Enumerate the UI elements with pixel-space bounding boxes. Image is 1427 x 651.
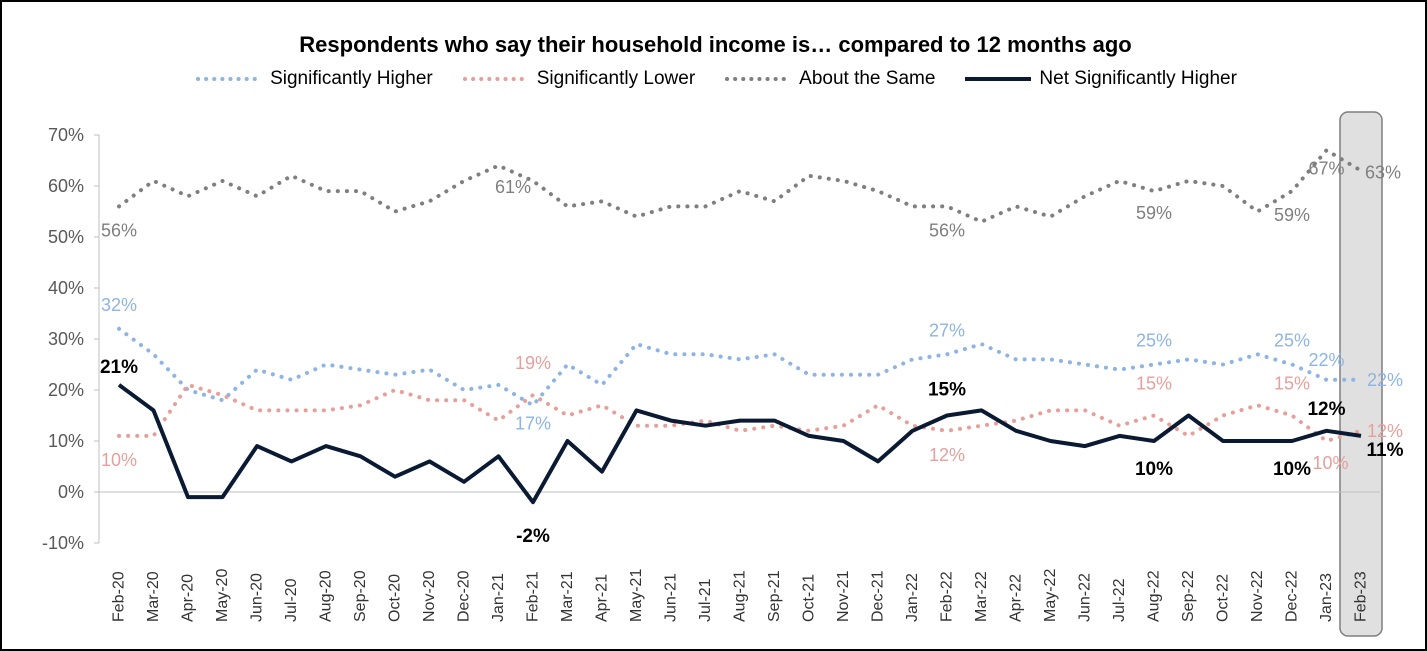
data-label: 22% (1308, 350, 1344, 370)
x-tick-label: Feb-20 (111, 571, 128, 622)
data-label: 56% (929, 220, 965, 240)
series-line-net-significantly-higher (119, 385, 1361, 502)
x-tick-label: Oct-22 (1215, 574, 1232, 622)
x-tick-label: Oct-21 (801, 574, 818, 622)
x-tick-label: Jun-22 (1077, 573, 1094, 622)
data-label: 15% (1136, 374, 1172, 394)
x-tick-label: Mar-20 (145, 571, 162, 622)
y-tick-label: 60% (48, 176, 84, 196)
data-label: 10% (1273, 459, 1311, 480)
data-label: 63% (1365, 163, 1401, 183)
data-label: 15% (928, 380, 966, 401)
x-tick-label: Dec-20 (456, 570, 473, 622)
y-tick-label: 0% (58, 482, 84, 502)
x-tick-label: Feb-22 (939, 571, 956, 622)
y-tick-label: 10% (48, 431, 84, 451)
data-label: 61% (495, 177, 531, 197)
x-tick-label: Apr-20 (180, 574, 197, 622)
x-tick-label: Mar-22 (973, 571, 990, 622)
y-tick-label: -10% (42, 533, 84, 553)
data-label: 15% (1274, 374, 1310, 394)
x-tick-label: Aug-22 (1146, 570, 1163, 622)
data-label: -2% (516, 526, 550, 547)
x-tick-label: Aug-21 (732, 570, 749, 622)
y-tick-label: 20% (48, 380, 84, 400)
x-tick-label: Aug-20 (318, 570, 335, 622)
x-tick-label: Apr-22 (1008, 574, 1025, 622)
data-label: 17% (515, 413, 551, 433)
data-label: 10% (1135, 459, 1173, 480)
x-tick-label: Jul-22 (1111, 578, 1128, 622)
x-tick-label: Dec-22 (1284, 570, 1301, 622)
data-label: 32% (101, 295, 137, 315)
x-tick-label: Jan-23 (1318, 573, 1335, 622)
x-tick-label: Sep-20 (352, 570, 369, 622)
series-line-significantly-lower (119, 385, 1361, 441)
series-line-about-the-same (119, 150, 1361, 221)
x-tick-label: Dec-21 (870, 570, 887, 622)
data-label: 21% (100, 357, 138, 378)
x-tick-label: Feb-23 (1353, 571, 1370, 622)
x-tick-label: May-21 (628, 569, 645, 622)
series-line-significantly-higher (119, 329, 1361, 406)
y-tick-label: 40% (48, 278, 84, 298)
x-tick-label: Mar-21 (559, 571, 576, 622)
data-label: 25% (1136, 331, 1172, 351)
x-tick-label: Nov-21 (835, 570, 852, 622)
data-label: 56% (101, 220, 137, 240)
x-tick-label: Apr-21 (594, 574, 611, 622)
y-tick-label: 50% (48, 227, 84, 247)
data-label: 10% (1312, 453, 1348, 473)
data-label: 59% (1136, 203, 1172, 223)
data-label: 11% (1367, 440, 1404, 461)
data-label: 67% (1308, 158, 1344, 178)
x-tick-label: Jul-21 (697, 578, 714, 622)
x-tick-label: Jun-20 (249, 573, 266, 622)
x-tick-label: Sep-22 (1180, 570, 1197, 622)
x-tick-label: Jul-20 (283, 578, 300, 622)
x-tick-label: Oct-20 (387, 574, 404, 622)
x-tick-label: Jan-22 (904, 573, 921, 622)
x-tick-label: Jun-21 (663, 573, 680, 622)
x-tick-label: Feb-21 (525, 571, 542, 622)
y-tick-label: 70% (48, 125, 84, 145)
data-label: 12% (1307, 399, 1345, 420)
data-label: 25% (1274, 331, 1310, 351)
x-tick-label: May-22 (1042, 569, 1059, 622)
x-tick-label: Nov-20 (421, 570, 438, 622)
data-label: 27% (929, 320, 965, 340)
x-tick-label: Nov-22 (1249, 570, 1266, 622)
x-tick-label: May-20 (214, 569, 231, 622)
data-label: 12% (1367, 421, 1403, 441)
x-tick-label: Sep-21 (766, 570, 783, 622)
data-label: 19% (515, 353, 551, 373)
data-label: 10% (101, 450, 137, 470)
y-tick-label: 30% (48, 329, 84, 349)
data-label: 12% (929, 445, 965, 465)
data-label: 59% (1274, 205, 1310, 225)
x-tick-label: Jan-21 (490, 573, 507, 622)
data-label: 22% (1367, 370, 1403, 390)
